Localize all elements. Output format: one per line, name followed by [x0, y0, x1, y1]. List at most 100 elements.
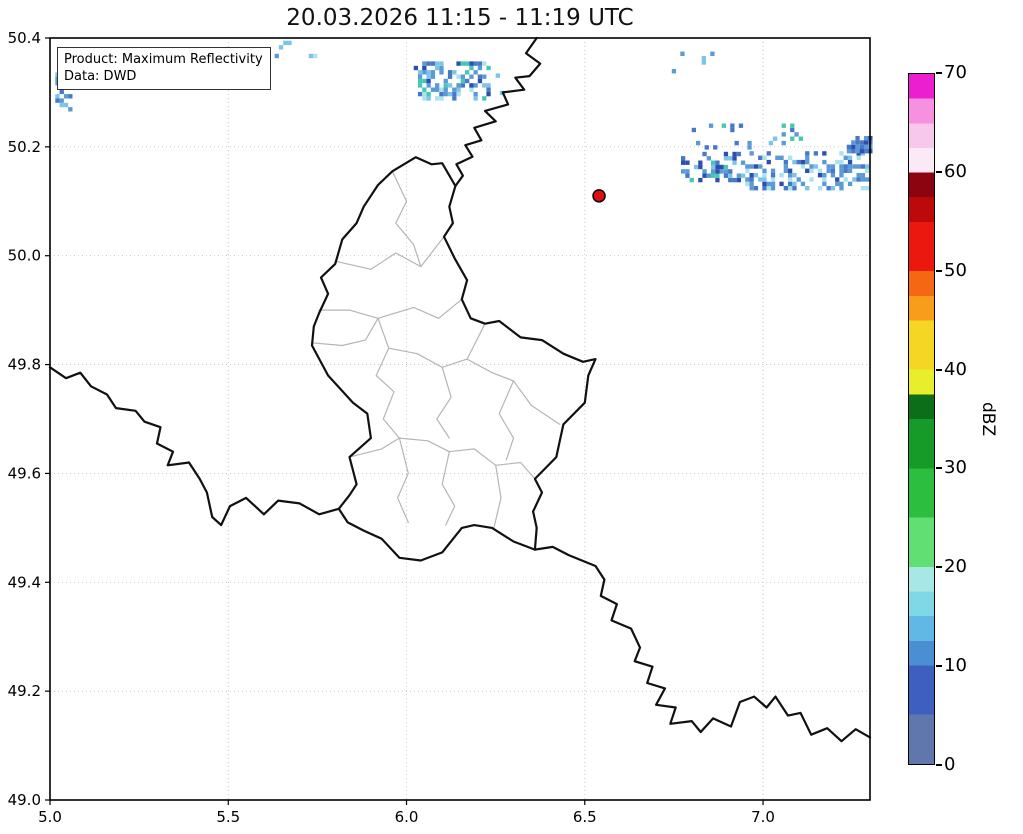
radar-echo-cell — [465, 70, 470, 75]
radar-echo-cell — [711, 164, 716, 170]
radar-echo-cell — [274, 53, 279, 59]
radar-echo-cell — [766, 181, 771, 187]
radar-echo-cell — [790, 127, 795, 133]
radar-echo-cell — [422, 96, 427, 101]
radar-echo-cell — [749, 186, 754, 191]
radar-echo-cell — [730, 123, 735, 128]
station-marker — [592, 189, 606, 203]
radar-echo-cell — [495, 73, 500, 78]
x-tick-label: 5.5 — [216, 808, 240, 826]
radar-echo-cell — [711, 160, 716, 165]
radar-echo-cell — [473, 83, 478, 88]
figure-title: 20.03.2026 11:15 - 11:19 UTC — [286, 5, 634, 31]
y-tick-label: 50.2 — [8, 138, 41, 156]
radar-echo-cell — [790, 123, 795, 128]
radar-echo-cell — [736, 173, 741, 178]
radar-echo-cell — [847, 155, 853, 160]
radar-echo-cell — [817, 186, 823, 191]
radar-echo-cell — [426, 61, 431, 66]
radar-echo-cell — [865, 168, 870, 173]
radar-echo-cell — [745, 181, 750, 187]
radar-echo-cell — [749, 151, 754, 156]
radar-echo-cell — [443, 91, 448, 97]
radar-echo-cell — [736, 177, 741, 183]
radar-echo-cell — [738, 123, 744, 128]
radar-echo-cell — [728, 156, 733, 161]
radar-echo-cell — [469, 61, 474, 66]
colorbar-tick-label: 20 — [944, 556, 967, 578]
radar-echo-cell — [447, 74, 453, 79]
radar-echo-cell — [822, 159, 827, 165]
radar-echo-cell — [856, 177, 861, 182]
x-tick-label: 7.0 — [751, 808, 775, 826]
radar-echo-cell — [426, 91, 431, 97]
radar-echo-cell — [800, 181, 806, 187]
radar-echo-cell — [698, 164, 703, 170]
radar-echo-cell — [745, 168, 750, 173]
radar-echo-cell — [783, 164, 788, 169]
radar-echo-cell — [835, 159, 840, 165]
radar-echo-cell — [417, 83, 423, 88]
radar-echo-cell — [417, 74, 423, 79]
radar-echo-cell — [839, 151, 844, 156]
radar-echo-cell — [860, 164, 865, 169]
radar-echo-cell — [715, 173, 720, 178]
x-tick-label: 5.0 — [38, 808, 62, 826]
radar-echo-cell — [822, 181, 827, 187]
radar-echo-cell — [719, 169, 724, 174]
y-tick-label: 49.0 — [8, 791, 41, 809]
radar-echo-cell — [781, 132, 786, 137]
radar-echo-cell — [473, 61, 478, 66]
y-tick-label: 49.2 — [8, 682, 41, 700]
colorbar-tick — [936, 72, 942, 74]
radar-echo-cell — [860, 173, 865, 178]
radar-echo-cell — [809, 164, 814, 169]
radar-echo-cell — [702, 169, 707, 174]
radar-echo-cell — [456, 91, 461, 97]
radar-echo-cell — [693, 164, 699, 170]
country-border-line — [533, 545, 872, 743]
colorbar-tick — [936, 665, 942, 668]
radar-echo-cell — [839, 181, 844, 187]
radar-echo-cell — [790, 136, 795, 141]
colorbar-tick-label: 0 — [944, 754, 956, 775]
radar-echo-cell — [422, 91, 427, 97]
radar-echo-cell — [839, 159, 844, 165]
radar-echo-cell — [680, 51, 685, 56]
radar-echo-cell — [715, 164, 720, 170]
radar-echo-cell — [710, 51, 715, 56]
y-tick-label: 49.4 — [8, 573, 41, 591]
radar-echo-cell — [843, 155, 848, 160]
radar-echo-cell — [465, 78, 470, 84]
radar-echo-cell — [482, 96, 487, 101]
radar-echo-cell — [715, 160, 720, 165]
radar-echo-cell — [852, 177, 857, 182]
radar-echo-cell — [443, 78, 448, 84]
radar-echo-cell — [68, 94, 73, 99]
radar-echo-cell — [856, 173, 861, 178]
radar-echo-cell — [835, 177, 840, 182]
radar-echo-cell — [422, 70, 427, 75]
radar-echo-cell — [701, 60, 706, 65]
radar-echo-cell — [698, 177, 703, 183]
radar-echo-cell — [805, 168, 810, 173]
radar-echo-cell — [456, 74, 461, 79]
radar-echo-cell — [732, 160, 737, 165]
radar-echo-cell — [800, 164, 806, 169]
y-tick-label: 50.0 — [8, 247, 41, 265]
radar-echo-cell — [486, 83, 491, 88]
radar-echo-cell — [63, 94, 69, 99]
radar-echo-cell — [762, 186, 767, 191]
canton-border-line — [391, 170, 422, 268]
radar-echo-cell — [762, 173, 767, 178]
radar-echo-cell — [439, 61, 444, 66]
radar-echo-cell — [63, 102, 69, 108]
radar-echo-cell — [830, 173, 836, 178]
radar-echo-cell — [766, 151, 771, 156]
radar-echo-cell — [745, 164, 750, 169]
radar-echo-cell — [805, 151, 810, 156]
radar-echo-cell — [426, 70, 431, 75]
radar-echo-cell — [59, 98, 64, 103]
radar-echo-cell — [435, 96, 440, 101]
